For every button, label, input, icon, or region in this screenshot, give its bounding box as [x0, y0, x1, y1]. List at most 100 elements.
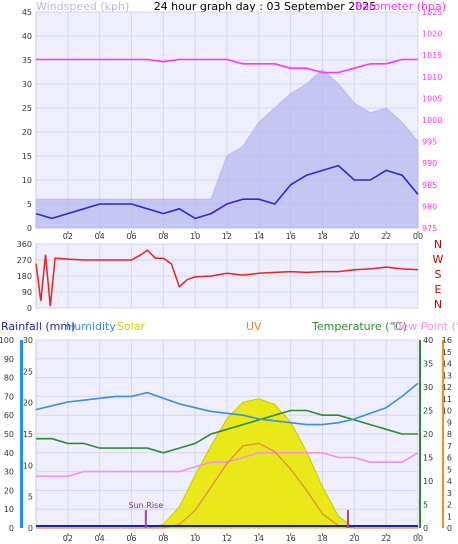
- humidity-tick-label: 0: [9, 524, 14, 533]
- uv-tick-label: 9: [447, 418, 452, 427]
- wind-direction-line: [35, 249, 419, 307]
- uv-tick-label: 13: [442, 371, 452, 380]
- direction-tick-label: 0: [27, 304, 32, 313]
- windspeed-tick-label: 10: [22, 176, 32, 185]
- direction-letter: E: [435, 283, 442, 296]
- barometer-tick-label: 1025: [422, 8, 442, 17]
- rainfall-tick-label: 15: [23, 430, 33, 439]
- wind-x-tick-label: 20: [349, 232, 359, 241]
- uv-tick-label: 4: [447, 477, 452, 486]
- chart-title: 24 hour graph day : 03 September 2025: [154, 0, 377, 13]
- temperature-tick-label: 25: [423, 407, 433, 416]
- weather-panel: 0102030405060708090100051015202530051015…: [0, 336, 452, 543]
- barometer-tick-label: 1015: [422, 51, 442, 60]
- temperature-tick-label: 0: [423, 524, 428, 533]
- uv-tick-label: 0: [447, 524, 452, 533]
- direction-letter: N: [434, 298, 442, 311]
- uv-tick-label: 1: [447, 512, 452, 521]
- uv-tick-label: 8: [447, 430, 452, 439]
- wind-x-tick-label: 04: [95, 232, 105, 241]
- direction-letter: W: [433, 253, 444, 266]
- barometer-tick-label: 985: [422, 181, 437, 190]
- rainfall-axis-label: Rainfall (mm): [1, 320, 75, 333]
- humidity-tick-label: 10: [4, 505, 14, 514]
- temperature-tick-label: 30: [423, 383, 433, 392]
- barometer-tick-label: 975: [422, 224, 437, 233]
- windspeed-tick-label: 25: [22, 104, 32, 113]
- dewpoint-line: [36, 452, 419, 478]
- windspeed-tick-label: 15: [22, 152, 32, 161]
- temperature-tick-label: 40: [423, 336, 433, 345]
- weather-x-tick-label: 22: [381, 534, 391, 543]
- windspeed-tick-label: 40: [22, 32, 32, 41]
- weather-x-tick-label: 04: [95, 534, 105, 543]
- rainfall-tick-label: 25: [23, 367, 33, 376]
- temperature-tick-label: 20: [423, 430, 433, 439]
- barometer-axis-label: Barometer (hpa): [355, 0, 446, 13]
- solar-legend-label: Solar: [117, 320, 146, 333]
- wind-panel: 0510152025303540459759809859909951000100…: [22, 8, 443, 241]
- uv-tick-label: 16: [442, 336, 452, 345]
- rainfall-tick-label: 10: [23, 461, 33, 470]
- temperature-tick-label: 5: [423, 501, 428, 510]
- uv-tick-label: 6: [447, 454, 452, 463]
- barometer-tick-label: 1020: [422, 30, 442, 39]
- humidity-tick-label: 20: [4, 486, 14, 495]
- weather-x-tick-label: 10: [190, 534, 200, 543]
- uv-tick-label: 10: [442, 407, 452, 416]
- humidity-legend-label: Humidity: [66, 320, 116, 333]
- weather-x-tick-label: 20: [349, 534, 359, 543]
- windspeed-tick-label: 45: [22, 8, 32, 17]
- uv-tick-label: 15: [442, 348, 452, 357]
- uv-tick-label: 2: [447, 501, 452, 510]
- humidity-tick-label: 60: [4, 411, 14, 420]
- direction-letter: S: [435, 268, 442, 281]
- direction-tick-label: 90: [22, 288, 32, 297]
- temperature-legend-label: Temperature (°C): [311, 320, 407, 333]
- humidity-tick-label: 100: [0, 336, 14, 345]
- humidity-tick-label: 90: [4, 355, 14, 364]
- uv-tick-label: 14: [442, 360, 452, 369]
- weather-x-tick-label: 06: [126, 534, 136, 543]
- direction-letter: N: [434, 238, 442, 251]
- uv-axis-bar: [442, 340, 444, 528]
- barometer-line: [36, 58, 418, 74]
- barometer-tick-label: 995: [422, 138, 437, 147]
- temperature-tick-label: 35: [423, 360, 433, 369]
- wind-x-tick-label: 22: [381, 232, 391, 241]
- wind-x-tick-label: 14: [254, 232, 264, 241]
- barometer-tick-label: 1010: [422, 73, 442, 82]
- windspeed-axis-label: Windspeed (kph): [36, 0, 129, 13]
- uv-tick-label: 5: [447, 465, 452, 474]
- windspeed-tick-label: 0: [27, 224, 32, 233]
- temperature-tick-label: 10: [423, 477, 433, 486]
- uv-tick-label: 11: [442, 395, 452, 404]
- humidity-tick-label: 50: [4, 430, 14, 439]
- wind-x-tick-label: 02: [63, 232, 73, 241]
- wind-x-tick-label: 18: [317, 232, 327, 241]
- humidity-tick-label: 70: [4, 392, 14, 401]
- windspeed-tick-label: 35: [22, 56, 32, 65]
- windspeed-tick-label: 20: [22, 128, 32, 137]
- direction-tick-label: 180: [17, 272, 32, 281]
- rainfall-tick-label: 30: [23, 336, 33, 345]
- weather-x-tick-label: 02: [63, 534, 73, 543]
- rainfall-tick-label: 20: [23, 399, 33, 408]
- direction-tick-label: 360: [17, 240, 32, 249]
- weather-x-tick-label: 00: [413, 534, 423, 543]
- weather-x-tick-label: 16: [286, 534, 296, 543]
- humidity-tick-label: 30: [4, 468, 14, 477]
- humidity-tick-label: 40: [4, 449, 14, 458]
- direction-tick-label: 270: [17, 256, 32, 265]
- weather-x-tick-label: 08: [158, 534, 168, 543]
- barometer-tick-label: 1000: [422, 116, 442, 125]
- rainfall-tick-label: 0: [28, 524, 33, 533]
- wind-x-tick-label: 06: [126, 232, 136, 241]
- gust-area: [35, 68, 419, 229]
- rainfall-tick-label: 5: [28, 493, 33, 502]
- weather-x-tick-label: 14: [254, 534, 264, 543]
- sunrise-label: Sun Rise: [129, 501, 164, 510]
- uv-tick-label: 3: [447, 489, 452, 498]
